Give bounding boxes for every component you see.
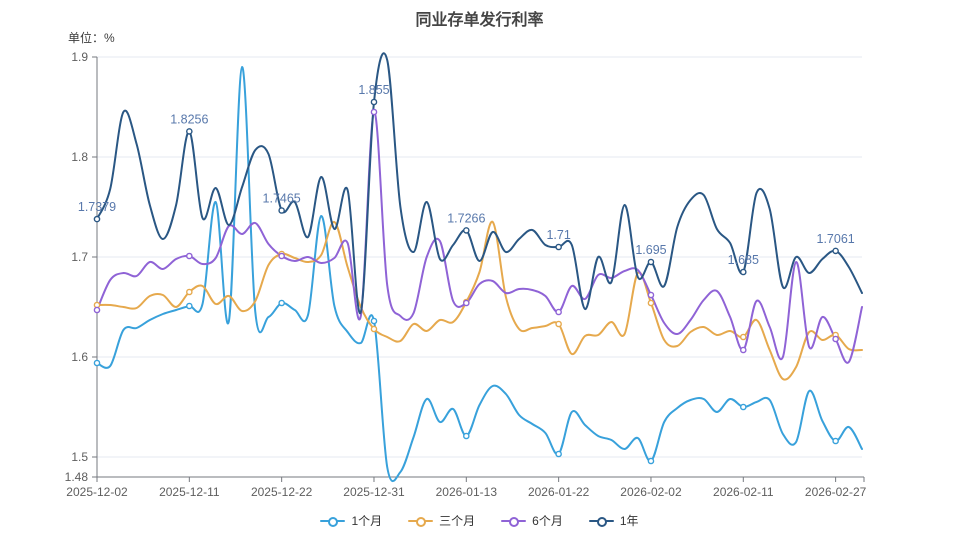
x-tick-label-2026-01-13: 2026-01-13	[436, 485, 498, 499]
legend-label: 6个月	[532, 514, 563, 528]
legend-label: 1年	[619, 514, 639, 528]
marker-1个月-14[interactable]	[278, 299, 285, 307]
legend-line-dot-icon	[408, 516, 434, 527]
legend-item-6个月[interactable]: 6个月	[501, 512, 563, 529]
x-tick-label-2026-02-11: 2026-02-11	[713, 485, 774, 499]
legend-line-dot-icon	[588, 516, 614, 527]
point-label-1.695: 1.695	[635, 243, 666, 257]
marker-6个月-42[interactable]	[647, 291, 655, 299]
marker-1年-14[interactable]	[278, 207, 285, 214]
y-tick-label-1.9: 1.9	[71, 50, 88, 64]
marker-三个月-21[interactable]	[370, 325, 378, 333]
point-label-1.7379: 1.7379	[78, 200, 116, 214]
legend-item-三个月[interactable]: 三个月	[408, 512, 475, 529]
marker-1个月-49[interactable]	[739, 403, 747, 411]
point-label-1.8256: 1.8256	[170, 112, 208, 126]
legend-line-dot-icon	[320, 516, 346, 527]
series-line-6个月[interactable]	[96, 110, 863, 364]
point-label-1.855: 1.855	[358, 83, 389, 97]
x-tick-label-2025-12-31: 2025-12-31	[343, 485, 405, 499]
marker-三个月-42[interactable]	[647, 299, 655, 307]
legend-label: 1个月	[351, 514, 383, 528]
marker-6个月-21[interactable]	[370, 108, 378, 116]
point-label-1.71: 1.71	[546, 228, 570, 242]
x-tick-label-2026-01-22: 2026-01-22	[528, 485, 590, 499]
legend-line-dot-icon	[501, 516, 527, 527]
marker-1年-28[interactable]	[463, 227, 470, 234]
marker-三个月-35[interactable]	[555, 320, 562, 328]
point-label-1.7465: 1.7465	[263, 192, 301, 206]
y-tick-label-1.48: 1.48	[65, 470, 89, 484]
marker-1个月-0[interactable]	[93, 359, 101, 367]
point-label-1.7266: 1.7266	[447, 211, 485, 225]
marker-1年-7[interactable]	[186, 128, 193, 135]
marker-1年-42[interactable]	[647, 258, 655, 266]
legend-item-1个月[interactable]: 1个月	[320, 512, 382, 529]
chart-title: 同业存单发行利率	[415, 12, 544, 29]
marker-6个月-28[interactable]	[463, 299, 470, 307]
y-tick-label-1.6: 1.6	[71, 350, 88, 364]
x-tick-label-2026-02-27: 2026-02-27	[805, 485, 867, 499]
marker-1年-0[interactable]	[93, 215, 101, 223]
point-label-1.7061: 1.7061	[817, 232, 855, 246]
marker-6个月-7[interactable]	[186, 252, 193, 260]
x-tick-label-2025-12-11: 2025-12-11	[159, 485, 220, 499]
x-tick-label-2025-12-02: 2025-12-02	[66, 485, 128, 499]
marker-6个月-56[interactable]	[832, 335, 839, 343]
y-tick-label-1.7: 1.7	[71, 250, 88, 264]
marker-1年-56[interactable]	[832, 247, 839, 255]
marker-1个月-42[interactable]	[647, 457, 655, 465]
marker-三个月-7[interactable]	[186, 288, 193, 296]
marker-6个月-0[interactable]	[93, 306, 101, 314]
marker-6个月-35[interactable]	[555, 308, 562, 316]
x-tick-label-2025-12-22: 2025-12-22	[251, 485, 313, 499]
y-tick-label-1.8: 1.8	[71, 150, 88, 164]
marker-1个月-21[interactable]	[370, 317, 378, 325]
marker-三个月-49[interactable]	[739, 333, 747, 341]
chart-legend: 1个月 三个月 6个月 1年	[0, 512, 959, 529]
marker-1年-49[interactable]	[739, 268, 747, 276]
marker-6个月-14[interactable]	[278, 252, 285, 260]
marker-1年-35[interactable]	[555, 243, 562, 251]
marker-1个月-7[interactable]	[186, 302, 193, 310]
marker-1年-21[interactable]	[370, 98, 378, 106]
y-tick-label-1.5: 1.5	[71, 450, 88, 464]
marker-1个月-35[interactable]	[555, 450, 562, 458]
legend-item-1年[interactable]: 1年	[588, 512, 639, 529]
marker-1个月-56[interactable]	[832, 437, 839, 445]
marker-1个月-28[interactable]	[463, 432, 470, 440]
x-tick-label-2026-02-02: 2026-02-02	[620, 485, 682, 499]
series-line-1个月[interactable]	[96, 65, 863, 482]
marker-6个月-49[interactable]	[739, 346, 747, 354]
y-axis-unit-label: 单位：%	[68, 31, 115, 45]
point-label-1.685: 1.685	[728, 253, 759, 267]
series-line-三个月[interactable]	[96, 220, 863, 381]
legend-label: 三个月	[439, 514, 476, 528]
